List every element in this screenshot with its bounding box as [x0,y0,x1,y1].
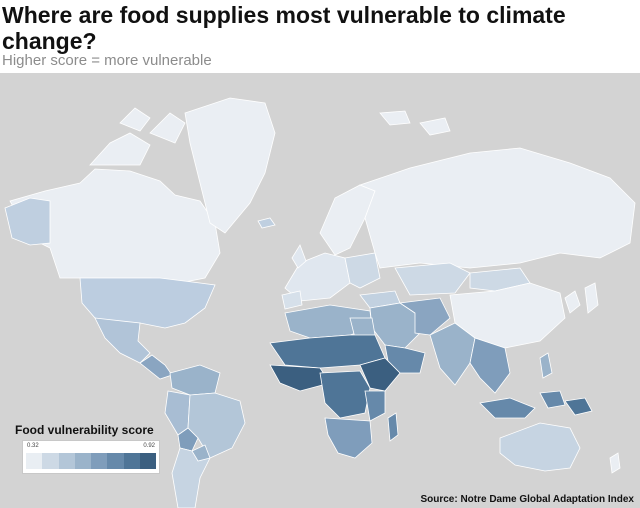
region-iberia [281,290,303,310]
region-west-africa [269,364,331,392]
legend-step-3 [58,453,75,469]
region-philippines [539,352,553,379]
region-madagascar [387,412,399,442]
region-canada [9,168,221,284]
region-peru-ecuador [164,390,191,436]
region-iceland [257,217,276,229]
legend-title: Food vulnerability score [15,423,154,437]
region-uk [291,244,307,269]
region-russia [358,147,636,269]
page-title: Where are food supplies most vulnerable … [2,2,566,54]
map-legend: Food vulnerability score 0.32 0.92 [12,423,162,478]
region-colombia-venezuela [169,364,221,396]
region-australia [499,422,581,472]
legend-step-6 [107,453,124,469]
region-arctic-islands [379,110,451,136]
legend-color-scale [26,453,156,469]
legend-step-2 [42,453,59,469]
source-credit: Source: Notre Dame Global Adaptation Ind… [420,494,634,505]
world-map: Food vulnerability score 0.32 0.92 Sourc… [0,73,640,508]
region-paraguay [191,444,211,462]
legend-step-7 [123,453,140,469]
region-canadian-arctic [89,107,186,166]
region-brazil [187,392,246,459]
page-subtitle: Higher score = more vulnerable [2,52,212,69]
legend-step-4 [74,453,91,469]
region-central-africa [319,370,371,419]
region-korea-japan [564,282,599,314]
legend-step-8 [139,453,156,469]
choropleth-map [4,97,636,508]
legend-step-5 [91,453,108,469]
region-new-zealand [609,452,621,474]
region-horn-of-africa [359,357,401,392]
legend-box: 0.32 0.92 [22,440,160,474]
region-greenland [184,97,276,234]
region-east-africa [364,390,386,422]
legend-step-1 [26,453,43,469]
header: Where are food supplies most vulnerable … [0,0,640,73]
legend-max-label: 0.92 [143,443,155,449]
region-bolivia [177,427,199,452]
region-mexico [94,317,151,364]
legend-min-label: 0.32 [27,443,39,449]
region-papua-new-guinea [564,397,593,416]
region-central-america [139,354,173,380]
region-eastern-europe [344,252,381,289]
region-kazakhstan [394,262,471,296]
region-indonesia [479,390,566,419]
region-alaska [4,197,51,246]
region-southeast-asia [469,337,511,394]
region-southern-africa [324,417,373,459]
region-usa [79,277,216,329]
